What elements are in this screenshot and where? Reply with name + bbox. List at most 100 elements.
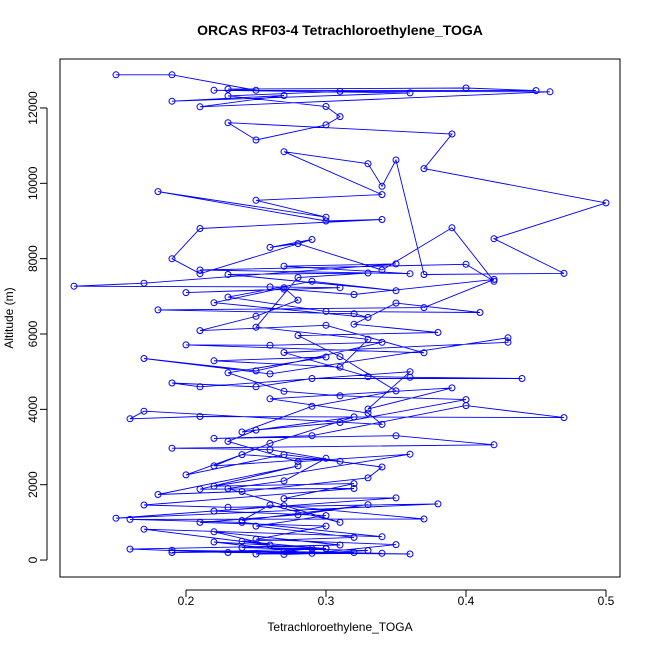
data-point — [168, 71, 176, 79]
data-point — [448, 384, 456, 392]
y-tick-label: 10000 — [26, 166, 40, 200]
data-point — [224, 119, 232, 127]
data-point — [280, 547, 288, 555]
data-point — [126, 415, 134, 423]
data-point — [322, 213, 330, 221]
data-point — [336, 284, 344, 292]
data-point — [252, 312, 260, 320]
data-point — [308, 236, 316, 243]
data-point — [196, 413, 204, 420]
data-point — [224, 85, 232, 93]
data-point — [504, 338, 512, 346]
x-axis-label: Tetrachloroethylene_TOGA — [267, 620, 412, 634]
data-point — [196, 103, 204, 111]
data-point — [490, 235, 498, 243]
data-point — [210, 357, 218, 365]
data-point — [168, 255, 176, 263]
data-point — [294, 458, 302, 466]
data-point — [280, 148, 288, 156]
data-point — [364, 405, 372, 413]
data-point — [420, 165, 428, 173]
data-point — [364, 269, 372, 277]
data-point — [252, 535, 260, 543]
data-point — [364, 474, 372, 482]
data-point — [378, 549, 386, 557]
data-point — [168, 546, 176, 554]
data-point — [322, 321, 330, 329]
data-point — [392, 432, 400, 440]
data-point — [350, 533, 358, 541]
data-point — [126, 515, 134, 523]
data-point — [336, 113, 344, 121]
data-point — [308, 432, 316, 440]
data-point — [308, 375, 316, 382]
data-point — [280, 550, 288, 558]
data-point — [322, 217, 330, 225]
data-point — [210, 482, 218, 490]
data-point — [224, 503, 232, 511]
data-point — [126, 545, 134, 553]
data-point — [462, 84, 470, 92]
data-point — [378, 182, 386, 190]
data-point — [224, 293, 232, 301]
data-point — [406, 270, 414, 278]
data-point — [336, 541, 344, 549]
data-point — [196, 266, 204, 274]
data-point — [266, 541, 274, 549]
data-point — [546, 88, 554, 96]
data-point — [280, 495, 288, 503]
data-point — [322, 353, 330, 361]
data-point — [336, 87, 344, 95]
data-point — [350, 480, 358, 488]
data-point — [112, 514, 120, 522]
data-point — [224, 485, 232, 492]
data-point — [504, 334, 512, 342]
data-point — [364, 335, 372, 343]
data-point — [294, 274, 302, 281]
data-point — [210, 538, 218, 546]
data-point — [238, 518, 246, 526]
data-point — [490, 275, 498, 283]
data-point — [196, 485, 204, 493]
data-point — [280, 284, 288, 292]
data-point — [266, 501, 274, 509]
data-point — [364, 313, 372, 321]
data-point — [196, 270, 204, 278]
data-point — [448, 224, 456, 232]
data-point — [350, 413, 358, 421]
series-markers — [70, 71, 610, 558]
data-point — [392, 299, 400, 307]
plot-frame — [59, 58, 621, 578]
data-point — [378, 191, 386, 199]
data-point — [238, 428, 246, 436]
data-point — [168, 549, 176, 556]
data-point — [280, 92, 288, 99]
y-tick-label: 2000 — [26, 471, 40, 498]
y-tick-label: 6000 — [26, 320, 40, 347]
data-point — [238, 451, 246, 459]
data-point — [560, 269, 568, 277]
y-axis-label: Altitude (m) — [2, 287, 16, 348]
data-point — [490, 441, 498, 449]
data-point — [434, 500, 442, 508]
data-point — [378, 420, 386, 428]
data-point — [294, 240, 302, 248]
data-point — [462, 260, 470, 268]
data-point — [210, 86, 218, 94]
data-point — [322, 103, 330, 110]
data-point — [364, 409, 372, 417]
data-point — [252, 196, 260, 204]
data-point — [322, 307, 330, 315]
data-point — [392, 156, 400, 164]
data-point — [196, 383, 204, 391]
x-tick-label: 0.5 — [598, 594, 615, 608]
data-point — [280, 477, 288, 485]
data-point — [392, 287, 400, 295]
data-point — [336, 419, 344, 426]
data-point — [322, 121, 330, 129]
data-point — [182, 341, 190, 349]
data-point — [434, 329, 442, 336]
data-point — [420, 304, 428, 312]
x-axis: 0.2 0.3 0.4 0.5 — [178, 589, 615, 608]
